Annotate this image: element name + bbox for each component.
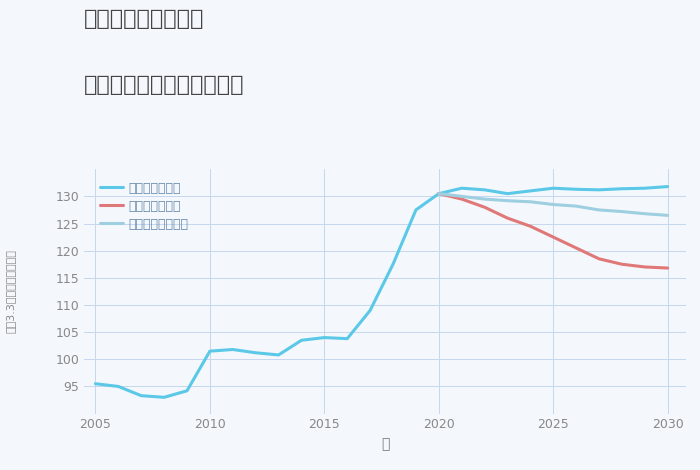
バッドシナリオ — [549, 234, 557, 240]
ノーマルシナリオ — [526, 199, 535, 204]
バッドシナリオ — [595, 256, 603, 262]
ノーマルシナリオ — [549, 202, 557, 207]
バッドシナリオ — [458, 196, 466, 202]
グッドシナリオ — [572, 187, 580, 192]
Line: グッドシナリオ: グッドシナリオ — [439, 187, 668, 194]
Line: ノーマルシナリオ: ノーマルシナリオ — [439, 194, 668, 215]
グッドシナリオ — [549, 185, 557, 191]
グッドシナリオ — [595, 187, 603, 193]
バッドシナリオ — [617, 261, 626, 267]
Line: バッドシナリオ: バッドシナリオ — [439, 194, 668, 268]
バッドシナリオ — [664, 265, 672, 271]
ノーマルシナリオ — [640, 211, 649, 217]
ノーマルシナリオ — [435, 191, 443, 196]
X-axis label: 年: 年 — [381, 437, 389, 451]
バッドシナリオ — [640, 264, 649, 270]
ノーマルシナリオ — [664, 212, 672, 218]
Legend: グッドシナリオ, バッドシナリオ, ノーマルシナリオ: グッドシナリオ, バッドシナリオ, ノーマルシナリオ — [97, 178, 192, 235]
バッドシナリオ — [480, 204, 489, 210]
ノーマルシナリオ — [617, 209, 626, 214]
グッドシナリオ — [435, 191, 443, 196]
グッドシナリオ — [617, 186, 626, 192]
グッドシナリオ — [640, 185, 649, 191]
グッドシナリオ — [480, 187, 489, 193]
バッドシナリオ — [435, 191, 443, 196]
ノーマルシナリオ — [503, 198, 512, 204]
グッドシナリオ — [458, 185, 466, 191]
Text: 兵庫県姫路市辻井の: 兵庫県姫路市辻井の — [84, 9, 204, 30]
Text: 坪（3.3㎡）単価（万円）: 坪（3.3㎡）単価（万円） — [6, 250, 15, 333]
バッドシナリオ — [572, 245, 580, 251]
ノーマルシナリオ — [595, 207, 603, 213]
バッドシナリオ — [526, 223, 535, 229]
グッドシナリオ — [503, 191, 512, 196]
Text: 中古マンションの価格推移: 中古マンションの価格推移 — [84, 75, 244, 95]
バッドシナリオ — [503, 215, 512, 221]
グッドシナリオ — [664, 184, 672, 189]
ノーマルシナリオ — [480, 196, 489, 202]
ノーマルシナリオ — [458, 194, 466, 199]
ノーマルシナリオ — [572, 204, 580, 209]
グッドシナリオ — [526, 188, 535, 194]
